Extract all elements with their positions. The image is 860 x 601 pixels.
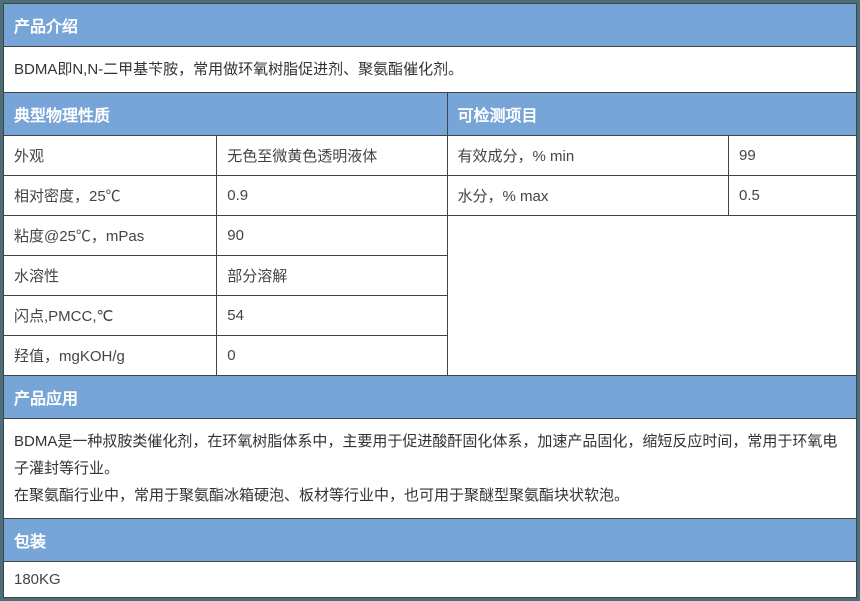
phys-header: 典型物理性质 — [4, 93, 448, 136]
intro-header: 产品介绍 — [4, 4, 857, 47]
spec-table: 产品介绍 BDMA即N,N-二甲基苄胺，常用做环氧树脂促进剂、聚氨酯催化剂。 典… — [3, 3, 857, 598]
intro-header-row: 产品介绍 — [4, 4, 857, 47]
table-row: 相对密度，25℃ 0.9 水分，% max 0.5 — [4, 176, 857, 216]
application-body: BDMA是一种叔胺类催化剂，在环氧树脂体系中，主要用于促进酸酐固化体系，加速产品… — [4, 419, 857, 519]
empty-cell — [447, 216, 856, 376]
test-label: 水分，% max — [447, 176, 728, 216]
packaging-header: 包装 — [4, 519, 857, 562]
table-row: 外观 无色至微黄色透明液体 有效成分，% min 99 — [4, 136, 857, 176]
intro-body-row: BDMA即N,N-二甲基苄胺，常用做环氧树脂促进剂、聚氨酯催化剂。 — [4, 47, 857, 93]
phys-value: 0 — [217, 336, 447, 376]
packaging-body: 180KG — [4, 562, 857, 598]
phys-label: 水溶性 — [4, 256, 217, 296]
table-row: 粘度@25℃，mPas 90 — [4, 216, 857, 256]
test-value: 99 — [729, 136, 857, 176]
application-header-row: 产品应用 — [4, 376, 857, 419]
application-body-row: BDMA是一种叔胺类催化剂，在环氧树脂体系中，主要用于促进酸酐固化体系，加速产品… — [4, 419, 857, 519]
phys-label: 闪点,PMCC,℃ — [4, 296, 217, 336]
test-label: 有效成分，% min — [447, 136, 728, 176]
intro-body: BDMA即N,N-二甲基苄胺，常用做环氧树脂促进剂、聚氨酯催化剂。 — [4, 47, 857, 93]
phys-label: 羟值，mgKOH/g — [4, 336, 217, 376]
phys-value: 0.9 — [217, 176, 447, 216]
packaging-header-row: 包装 — [4, 519, 857, 562]
phys-test-header-row: 典型物理性质 可检测项目 — [4, 93, 857, 136]
phys-value: 54 — [217, 296, 447, 336]
phys-value: 90 — [217, 216, 447, 256]
phys-label: 粘度@25℃，mPas — [4, 216, 217, 256]
application-header: 产品应用 — [4, 376, 857, 419]
test-value: 0.5 — [729, 176, 857, 216]
phys-label: 相对密度，25℃ — [4, 176, 217, 216]
phys-value: 部分溶解 — [217, 256, 447, 296]
packaging-body-row: 180KG — [4, 562, 857, 598]
phys-value: 无色至微黄色透明液体 — [217, 136, 447, 176]
test-header: 可检测项目 — [447, 93, 856, 136]
phys-label: 外观 — [4, 136, 217, 176]
page-container: 产品介绍 BDMA即N,N-二甲基苄胺，常用做环氧树脂促进剂、聚氨酯催化剂。 典… — [0, 0, 860, 601]
